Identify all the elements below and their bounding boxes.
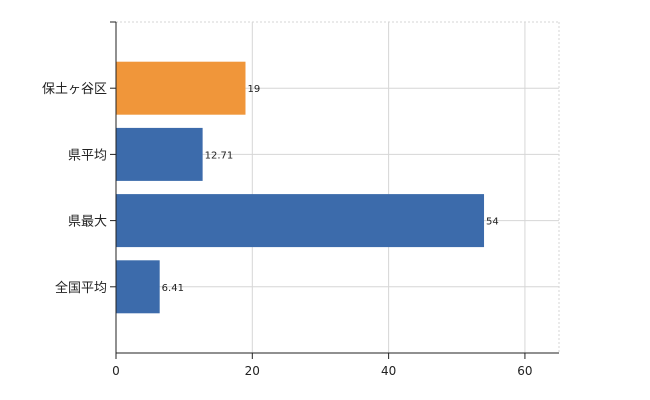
data-label: 12.71 xyxy=(205,150,234,161)
category-label: 県最大 xyxy=(68,215,107,230)
category-label: 保土ヶ谷区 xyxy=(42,82,107,97)
bar xyxy=(116,194,485,248)
bar xyxy=(116,61,246,115)
bar xyxy=(116,260,160,314)
data-label: 19 xyxy=(247,84,260,95)
x-tick-label: 40 xyxy=(381,364,396,378)
x-tick-label: 0 xyxy=(112,364,120,378)
x-tick-label: 20 xyxy=(245,364,260,378)
axes xyxy=(110,21,559,359)
category-label: 全国平均 xyxy=(55,280,107,296)
data-label: 54 xyxy=(486,217,499,228)
x-tick-label: 60 xyxy=(517,364,532,378)
bars xyxy=(116,61,485,314)
data-label: 6.41 xyxy=(162,283,184,294)
labels: 保土ヶ谷区 19 県平均 12.71 県最大 54 全国平均 6.41 0 20 40 60 xyxy=(42,82,533,378)
category-label: 県平均 xyxy=(68,148,107,163)
bar xyxy=(116,127,203,181)
